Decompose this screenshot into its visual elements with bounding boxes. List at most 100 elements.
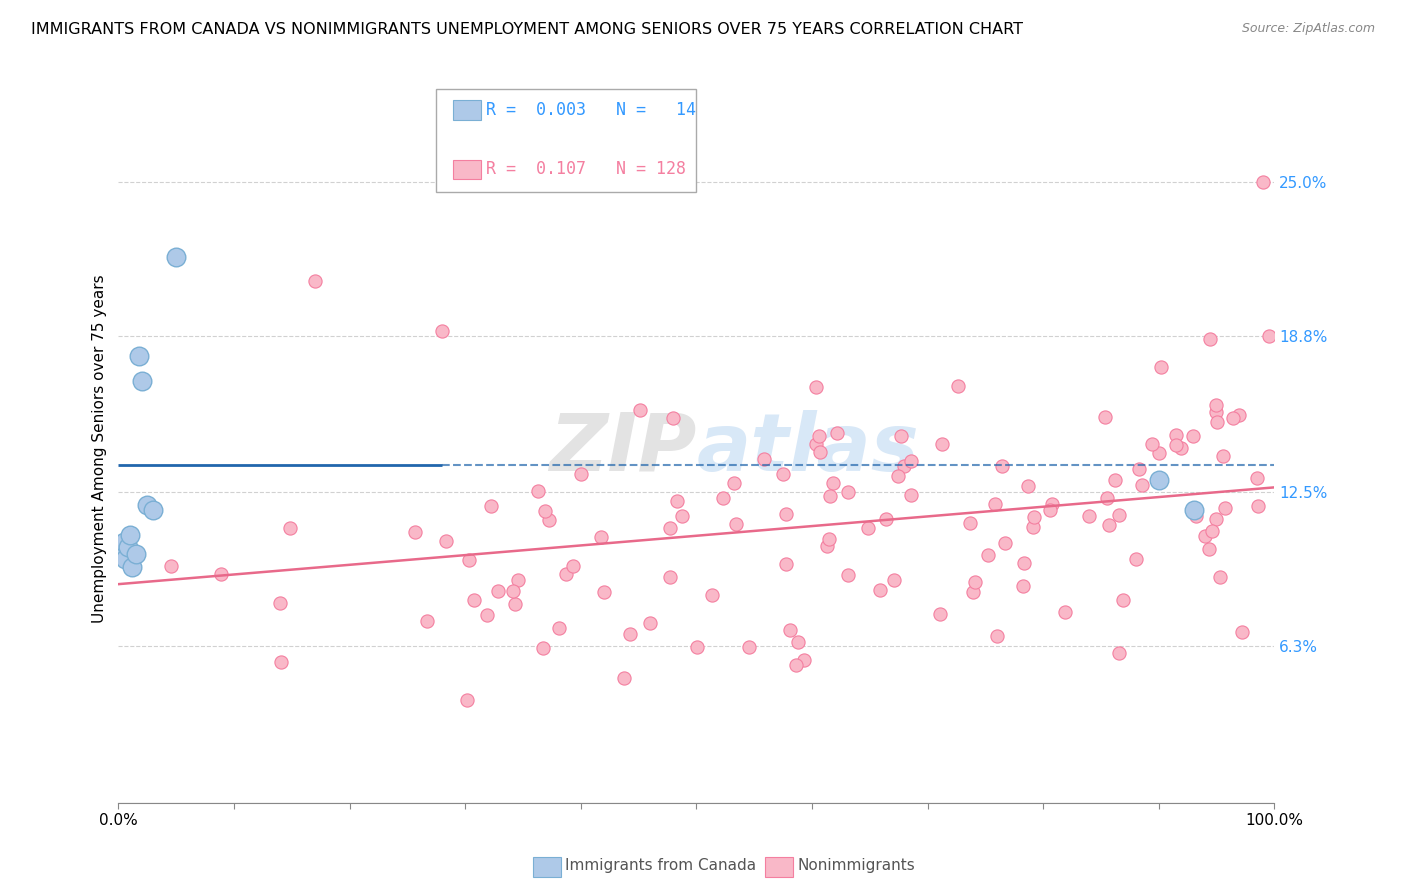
Point — [700, 588, 723, 602]
Point — [1257, 329, 1279, 343]
Point — [787, 634, 810, 648]
Point — [1147, 446, 1170, 460]
Point — [160, 559, 183, 574]
Point — [856, 521, 879, 535]
Point — [686, 640, 709, 655]
Point — [1205, 512, 1227, 526]
Point — [1227, 408, 1250, 422]
Point — [737, 640, 759, 655]
Point — [1164, 438, 1187, 452]
Point — [1209, 569, 1232, 583]
Point — [792, 653, 814, 667]
Point — [479, 499, 502, 513]
Point — [1182, 502, 1205, 516]
Text: Source: ZipAtlas.com: Source: ZipAtlas.com — [1241, 22, 1375, 36]
Point — [815, 539, 838, 553]
Point — [1185, 509, 1208, 524]
Point — [1164, 428, 1187, 442]
Point — [125, 547, 148, 561]
Point — [775, 557, 797, 571]
Point — [1077, 508, 1099, 523]
Point — [804, 437, 827, 451]
Point — [962, 585, 984, 599]
Point — [986, 629, 1008, 643]
Point — [112, 535, 135, 549]
Point — [1012, 557, 1035, 571]
Point — [821, 475, 844, 490]
Point — [671, 508, 693, 523]
Point — [458, 553, 481, 567]
Point — [754, 452, 776, 467]
Point — [931, 436, 953, 450]
Point — [1150, 360, 1173, 375]
Point — [659, 570, 682, 584]
Point — [270, 656, 292, 670]
Point — [1222, 411, 1244, 425]
Point — [527, 483, 550, 498]
Point — [1198, 541, 1220, 556]
Point — [1246, 471, 1268, 485]
Point — [1205, 405, 1227, 419]
Point — [538, 513, 561, 527]
Point — [463, 593, 485, 607]
Point — [1022, 520, 1045, 534]
Point — [893, 459, 915, 474]
Point — [1147, 473, 1170, 487]
Point — [502, 583, 524, 598]
Point — [1054, 605, 1077, 619]
Point — [562, 559, 585, 574]
Point — [118, 527, 141, 541]
Point — [1024, 509, 1046, 524]
Point — [555, 566, 578, 581]
Point — [948, 379, 970, 393]
Point — [114, 552, 136, 566]
Point — [430, 324, 453, 338]
Point — [1201, 524, 1223, 539]
Point — [1199, 332, 1222, 346]
Point — [1181, 428, 1204, 442]
Text: Nonimmigrants: Nonimmigrants — [797, 858, 915, 872]
Point — [723, 476, 745, 491]
Point — [825, 426, 848, 441]
Point — [534, 504, 557, 518]
Point — [806, 380, 828, 394]
Point — [785, 658, 807, 673]
Point — [837, 485, 859, 500]
Text: R =  0.003   N =   14: R = 0.003 N = 14 — [486, 101, 696, 119]
Point — [121, 559, 143, 574]
Point — [142, 502, 165, 516]
Point — [1205, 398, 1227, 412]
Point — [890, 429, 912, 443]
Point — [117, 540, 139, 554]
Point — [1104, 474, 1126, 488]
Point — [1108, 508, 1130, 522]
Point — [875, 512, 897, 526]
Point — [1130, 478, 1153, 492]
Point — [209, 566, 232, 581]
Point — [1039, 503, 1062, 517]
Point — [886, 468, 908, 483]
Point — [779, 623, 801, 637]
Point — [613, 671, 636, 685]
Point — [1128, 462, 1150, 476]
Point — [900, 454, 922, 468]
Point — [976, 549, 998, 563]
Point — [662, 410, 685, 425]
Point — [659, 521, 682, 535]
Point — [1040, 497, 1063, 511]
Point — [128, 349, 150, 363]
Point — [665, 494, 688, 508]
Point — [1011, 579, 1033, 593]
Point — [984, 496, 1007, 510]
Point — [434, 534, 457, 549]
Text: atlas: atlas — [696, 410, 920, 488]
Point — [837, 568, 859, 582]
Point — [111, 547, 134, 561]
Text: ZIP: ZIP — [550, 410, 696, 488]
Point — [165, 250, 187, 264]
Point — [1098, 517, 1121, 532]
Point — [883, 573, 905, 587]
Point — [547, 621, 569, 635]
Point — [965, 575, 987, 590]
Point — [592, 584, 614, 599]
